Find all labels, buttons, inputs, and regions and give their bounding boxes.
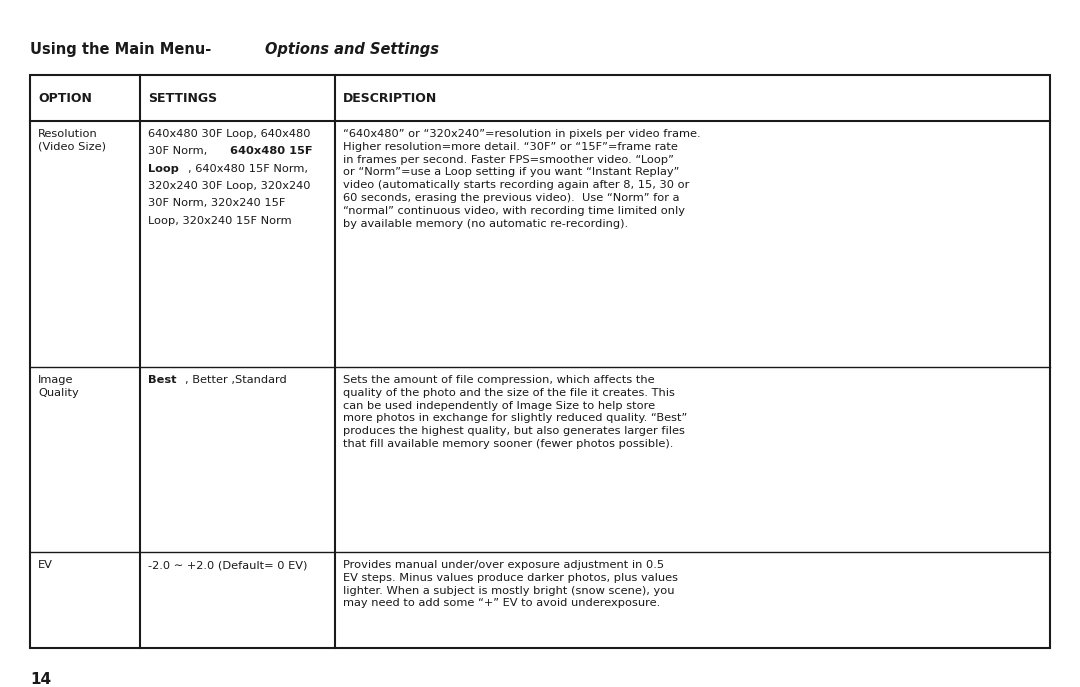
Text: , 640x480 15F Norm,: , 640x480 15F Norm, <box>188 164 308 174</box>
Text: Loop: Loop <box>148 164 179 174</box>
Text: SETTINGS: SETTINGS <box>148 91 217 104</box>
Text: 30F Norm, 320x240 15F: 30F Norm, 320x240 15F <box>148 199 285 208</box>
Text: “640x480” or “320x240”=resolution in pixels per video frame.
Higher resolution=m: “640x480” or “320x240”=resolution in pix… <box>343 129 701 229</box>
Text: -2.0 ∼ +2.0 (Default= 0 EV): -2.0 ∼ +2.0 (Default= 0 EV) <box>148 560 308 570</box>
Text: OPTION: OPTION <box>38 91 92 104</box>
Text: Sets the amount of file compression, which affects the
quality of the photo and : Sets the amount of file compression, whi… <box>343 375 687 449</box>
Text: 320x240 30F Loop, 320x240: 320x240 30F Loop, 320x240 <box>148 181 311 191</box>
Text: Provides manual under/over exposure adjustment in 0.5
EV steps. Minus values pro: Provides manual under/over exposure adju… <box>343 560 678 609</box>
Text: 640x480 15F: 640x480 15F <box>230 146 312 157</box>
Text: , Better ,Standard: , Better ,Standard <box>185 375 287 385</box>
Text: Resolution
(Video Size): Resolution (Video Size) <box>38 129 106 152</box>
Text: Image
Quality: Image Quality <box>38 375 79 398</box>
Text: DESCRIPTION: DESCRIPTION <box>343 91 437 104</box>
Text: Loop, 320x240 15F Norm: Loop, 320x240 15F Norm <box>148 216 292 226</box>
Text: Options and Settings: Options and Settings <box>266 42 440 57</box>
Text: 640x480 30F Loop, 640x480: 640x480 30F Loop, 640x480 <box>148 129 311 139</box>
Text: EV: EV <box>38 560 53 570</box>
Text: 30F Norm,: 30F Norm, <box>148 146 211 157</box>
Text: 14: 14 <box>30 672 51 687</box>
Text: Using the Main Menu-: Using the Main Menu- <box>30 42 212 57</box>
Text: Best: Best <box>148 375 176 385</box>
Bar <box>30 75 1050 648</box>
